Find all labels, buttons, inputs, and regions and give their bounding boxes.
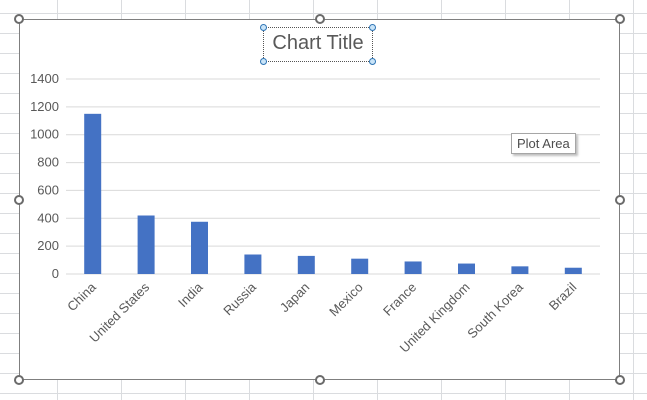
resize-handle-bottom-right[interactable] — [615, 375, 625, 385]
x-tick-label: Mexico — [326, 280, 366, 320]
resize-handle-bottom[interactable] — [315, 375, 325, 385]
y-tick-label: 0 — [52, 266, 59, 281]
resize-handle-top[interactable] — [315, 14, 325, 24]
resize-handle-top-right[interactable] — [615, 14, 625, 24]
y-tick-label: 800 — [37, 155, 59, 170]
y-tick-label: 400 — [37, 210, 59, 225]
x-tick-label: France — [380, 280, 419, 319]
x-tick-label: China — [64, 279, 99, 314]
bar — [244, 254, 262, 274]
bar — [351, 258, 369, 274]
y-tick-label: 600 — [37, 182, 59, 197]
resize-handle-bottom-left[interactable] — [14, 375, 24, 385]
y-tick-label: 1400 — [30, 71, 59, 86]
x-tick-label: India — [175, 279, 206, 310]
resize-handle-left[interactable] — [14, 195, 24, 205]
bar — [191, 221, 208, 274]
y-tick-label: 1200 — [30, 99, 59, 114]
title-handle-top-right[interactable] — [369, 24, 376, 31]
y-tick-label: 200 — [37, 238, 59, 253]
resize-handle-right[interactable] — [615, 195, 625, 205]
bar — [511, 266, 529, 274]
resize-handle-top-left[interactable] — [14, 14, 24, 24]
x-tick-label: Brazil — [546, 279, 580, 313]
bar — [404, 261, 422, 274]
bar — [458, 263, 475, 274]
x-tick-label: Japan — [277, 280, 313, 316]
bar — [564, 267, 582, 274]
title-handle-bottom-right[interactable] — [369, 58, 376, 65]
bar — [84, 113, 102, 274]
chart-title[interactable]: Chart Title — [272, 32, 364, 54]
plot-area-tooltip: Plot Area — [511, 133, 576, 154]
x-tick-label: South Korea — [464, 279, 526, 341]
bar — [137, 215, 155, 274]
title-handle-bottom-left[interactable] — [260, 58, 267, 65]
x-tick-label: Russia — [220, 279, 259, 318]
bar — [297, 255, 315, 274]
chart-title-box[interactable]: Chart Title — [263, 27, 373, 62]
y-tick-label: 1000 — [30, 127, 59, 142]
title-handle-top-left[interactable] — [260, 24, 267, 31]
